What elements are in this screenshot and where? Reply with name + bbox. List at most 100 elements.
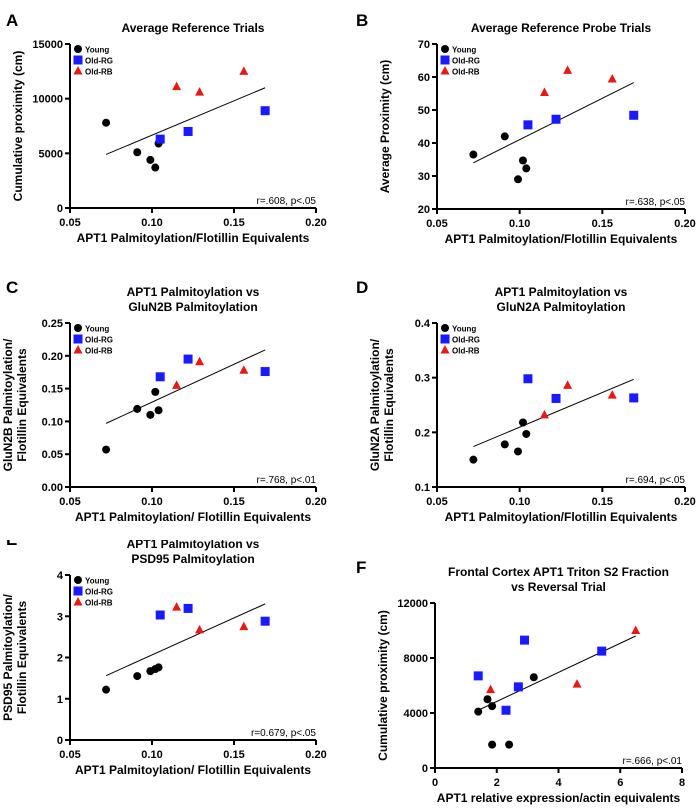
y-tick-label: 5000	[39, 148, 63, 160]
legend-label: Old-RB	[85, 347, 113, 356]
legend-label: Old-RG	[85, 336, 113, 345]
point-old-rg	[551, 393, 561, 403]
point-young	[74, 324, 82, 332]
x-tick-label: 0.05	[426, 218, 447, 230]
point-old-rb	[172, 602, 182, 611]
point-old-rg	[260, 367, 270, 377]
y-axis-label: Flotillin Equivalents	[15, 348, 29, 462]
point-young	[488, 702, 497, 711]
point-young	[102, 685, 111, 694]
y-tick-label: 70	[418, 39, 430, 51]
chart-title: Average Reference Probe Trials	[471, 21, 652, 35]
y-tick-label: 8000	[404, 653, 428, 665]
legend-label: Old-RG	[452, 57, 480, 66]
point-old-rb	[195, 624, 205, 634]
y-tick-label: 4	[57, 570, 64, 582]
x-tick-label: 0.10	[141, 217, 162, 229]
y-tick-label: 0.05	[42, 449, 63, 461]
y-tick-label: 0.25	[42, 318, 63, 330]
point-old-rg	[155, 134, 165, 144]
point-old-rb	[563, 380, 573, 389]
point-old-rg	[629, 110, 639, 120]
point-old-rg	[155, 372, 165, 382]
point-young	[151, 163, 160, 172]
x-tick-label: 0.15	[592, 218, 613, 230]
point-old-rg	[597, 646, 607, 656]
y-tick-label: 10000	[32, 94, 63, 106]
legend-label: Old-RB	[452, 68, 480, 77]
point-old-rb	[195, 356, 205, 366]
x-tick-label: 0.20	[674, 218, 695, 230]
point-young	[518, 418, 527, 427]
y-tick-label: 0.1	[415, 482, 430, 494]
x-tick-label: 0.10	[509, 496, 530, 508]
legend-label: Old-RG	[85, 588, 113, 597]
x-axis-label: APT1 Palmitoylation/Flotillin Equivalent…	[77, 231, 310, 245]
y-tick-label: 0.00	[42, 482, 63, 494]
point-young	[469, 455, 478, 464]
point-old-rg	[551, 114, 561, 124]
x-tick-label: 0.05	[426, 496, 447, 508]
x-tick-label: 0.15	[223, 217, 244, 229]
point-old-rb	[239, 621, 249, 631]
y-tick-label: 2	[57, 653, 63, 665]
panel-letter: F	[356, 558, 366, 577]
chart-title: PSD95 Palmitoylation	[131, 552, 254, 566]
y-tick-label: 60	[418, 72, 430, 84]
legend-label: Young	[85, 577, 109, 586]
x-tick-label: 0.15	[592, 496, 613, 508]
panel-letter: E	[6, 540, 17, 549]
stat-annotation: r=.694, p<.05	[626, 475, 686, 486]
point-old-rg	[73, 334, 83, 344]
point-old-rb	[539, 87, 549, 97]
regression-line	[105, 603, 266, 677]
y-axis-label: Flotillin Equivalents	[15, 601, 29, 715]
point-old-rb	[73, 66, 83, 75]
y-axis-label: GluN2B Palmitoylation/	[1, 338, 15, 471]
y-axis-label: GluN2A Palmitoylation/	[368, 338, 382, 471]
point-old-rb	[607, 390, 617, 399]
y-axis-label: PSD95 Palmitoylation/	[1, 593, 15, 720]
x-tick-label: 0.20	[305, 749, 326, 761]
point-young	[154, 663, 163, 672]
panel-b: B Average Reference Probe Trials 20 30 40 50 6…	[356, 11, 696, 246]
point-young	[74, 45, 82, 53]
chart-title: APT1 Palmitoylation vs	[127, 540, 260, 551]
point-young	[483, 695, 492, 704]
y-tick-label: 4000	[404, 708, 428, 720]
y-tick-label: 30	[418, 171, 430, 183]
chart-title: Average Reference Trials	[122, 21, 265, 35]
regression-line	[478, 635, 636, 711]
panel-letter: C	[6, 278, 18, 297]
y-tick-label: 1	[57, 694, 63, 706]
y-tick-label: 50	[418, 105, 430, 117]
point-old-rb	[539, 409, 549, 419]
stat-annotation: r=.768, p<.01	[257, 475, 317, 486]
point-old-rg	[260, 106, 270, 116]
point-young	[488, 740, 497, 749]
stat-annotation: r=0.679, p<.05	[251, 728, 316, 739]
y-axis-label: Cumulative proximity (cm)	[11, 51, 25, 202]
point-young	[102, 445, 111, 454]
stat-annotation: r=.666, p<.01	[623, 756, 683, 767]
chart-title: APT1 Palmitoylation vs	[127, 285, 260, 299]
point-old-rg	[73, 55, 83, 65]
point-young	[514, 175, 523, 184]
panel-f: F Frontal Cortex APT1 Triton S2 Fractionv…	[356, 558, 685, 805]
point-young	[522, 164, 531, 173]
point-old-rg	[183, 603, 193, 613]
regression-line	[105, 87, 266, 155]
x-tick-label: 0.20	[305, 217, 326, 229]
point-old-rg	[523, 120, 533, 130]
panel-a: A Average Reference Trials 0 5000 10000 15000…	[6, 11, 327, 245]
point-old-rg	[473, 671, 483, 681]
x-axis-label: APT1 Palmitoylation/ Flotillin Equivalen…	[75, 510, 311, 524]
point-old-rg	[520, 635, 530, 645]
point-old-rb	[73, 597, 83, 606]
x-tick-label: 0.10	[141, 496, 162, 508]
point-young	[500, 132, 509, 141]
point-young	[146, 410, 155, 419]
